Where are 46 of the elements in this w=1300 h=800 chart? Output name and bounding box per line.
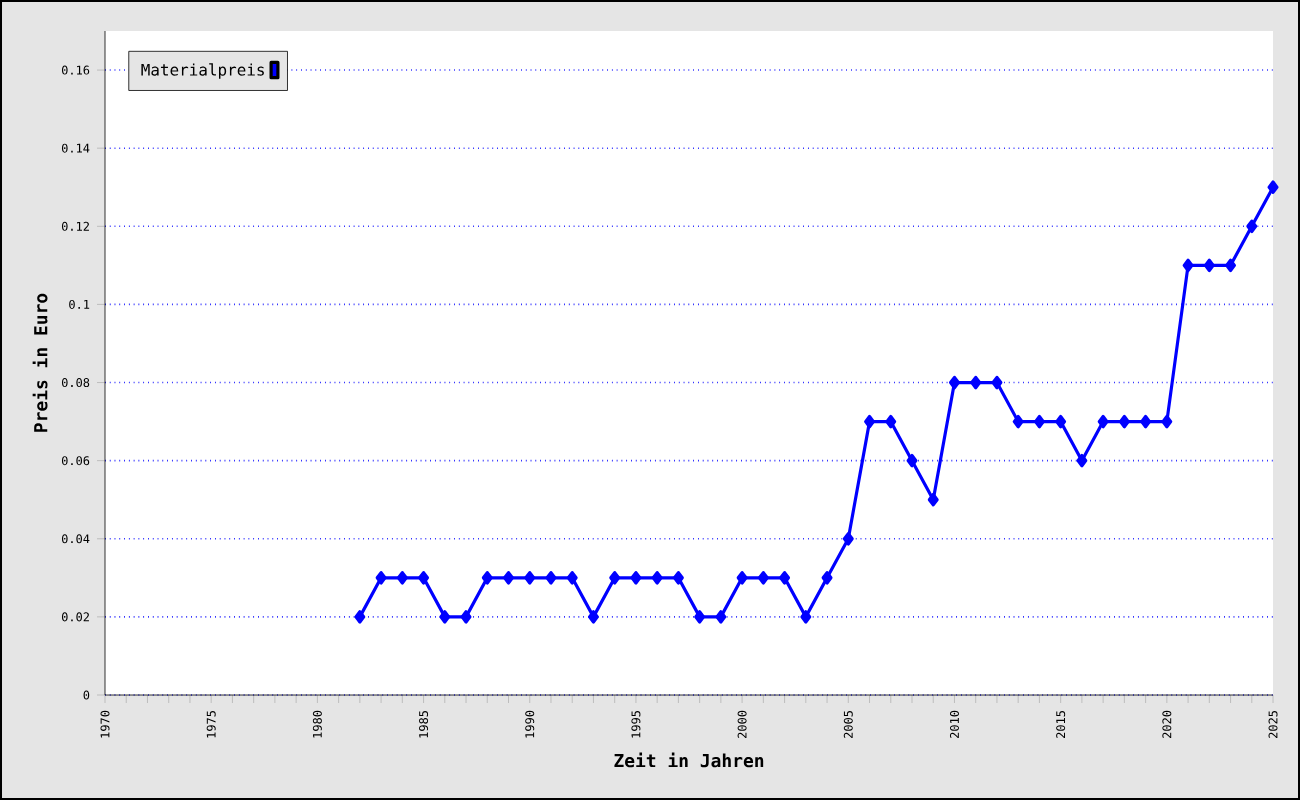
point [460, 610, 472, 624]
point [545, 571, 557, 585]
point [1097, 414, 1109, 429]
point [800, 610, 812, 624]
y-axis-title: Preis in Euro [32, 293, 48, 432]
point [927, 492, 939, 507]
point [906, 453, 918, 468]
point [354, 610, 366, 624]
x-axis-title: Zeit in Jahren [614, 752, 764, 768]
point [439, 610, 451, 624]
point [1161, 414, 1173, 429]
point [1012, 414, 1024, 429]
point [396, 571, 408, 585]
point [524, 571, 536, 585]
point [1140, 414, 1152, 429]
point [842, 531, 854, 546]
point [1033, 414, 1045, 429]
point [418, 571, 430, 585]
point [970, 375, 982, 390]
point [375, 571, 387, 585]
point [587, 610, 599, 624]
point [672, 571, 684, 585]
point [609, 571, 621, 585]
point [885, 414, 897, 429]
point [948, 375, 960, 390]
point [1203, 258, 1215, 273]
point [821, 571, 833, 585]
point [779, 571, 791, 585]
point [694, 610, 706, 624]
point [503, 571, 514, 585]
point [864, 414, 876, 429]
point [715, 610, 727, 624]
point [1225, 258, 1237, 273]
point [1076, 453, 1088, 468]
point [1246, 219, 1258, 234]
point [757, 571, 769, 585]
point [651, 571, 663, 585]
point [481, 571, 493, 585]
point [1267, 180, 1279, 195]
point [1182, 258, 1194, 273]
point [566, 571, 578, 585]
point [630, 571, 642, 585]
point [1118, 414, 1130, 429]
point [1055, 414, 1067, 429]
point [991, 375, 1003, 390]
point [736, 571, 748, 585]
